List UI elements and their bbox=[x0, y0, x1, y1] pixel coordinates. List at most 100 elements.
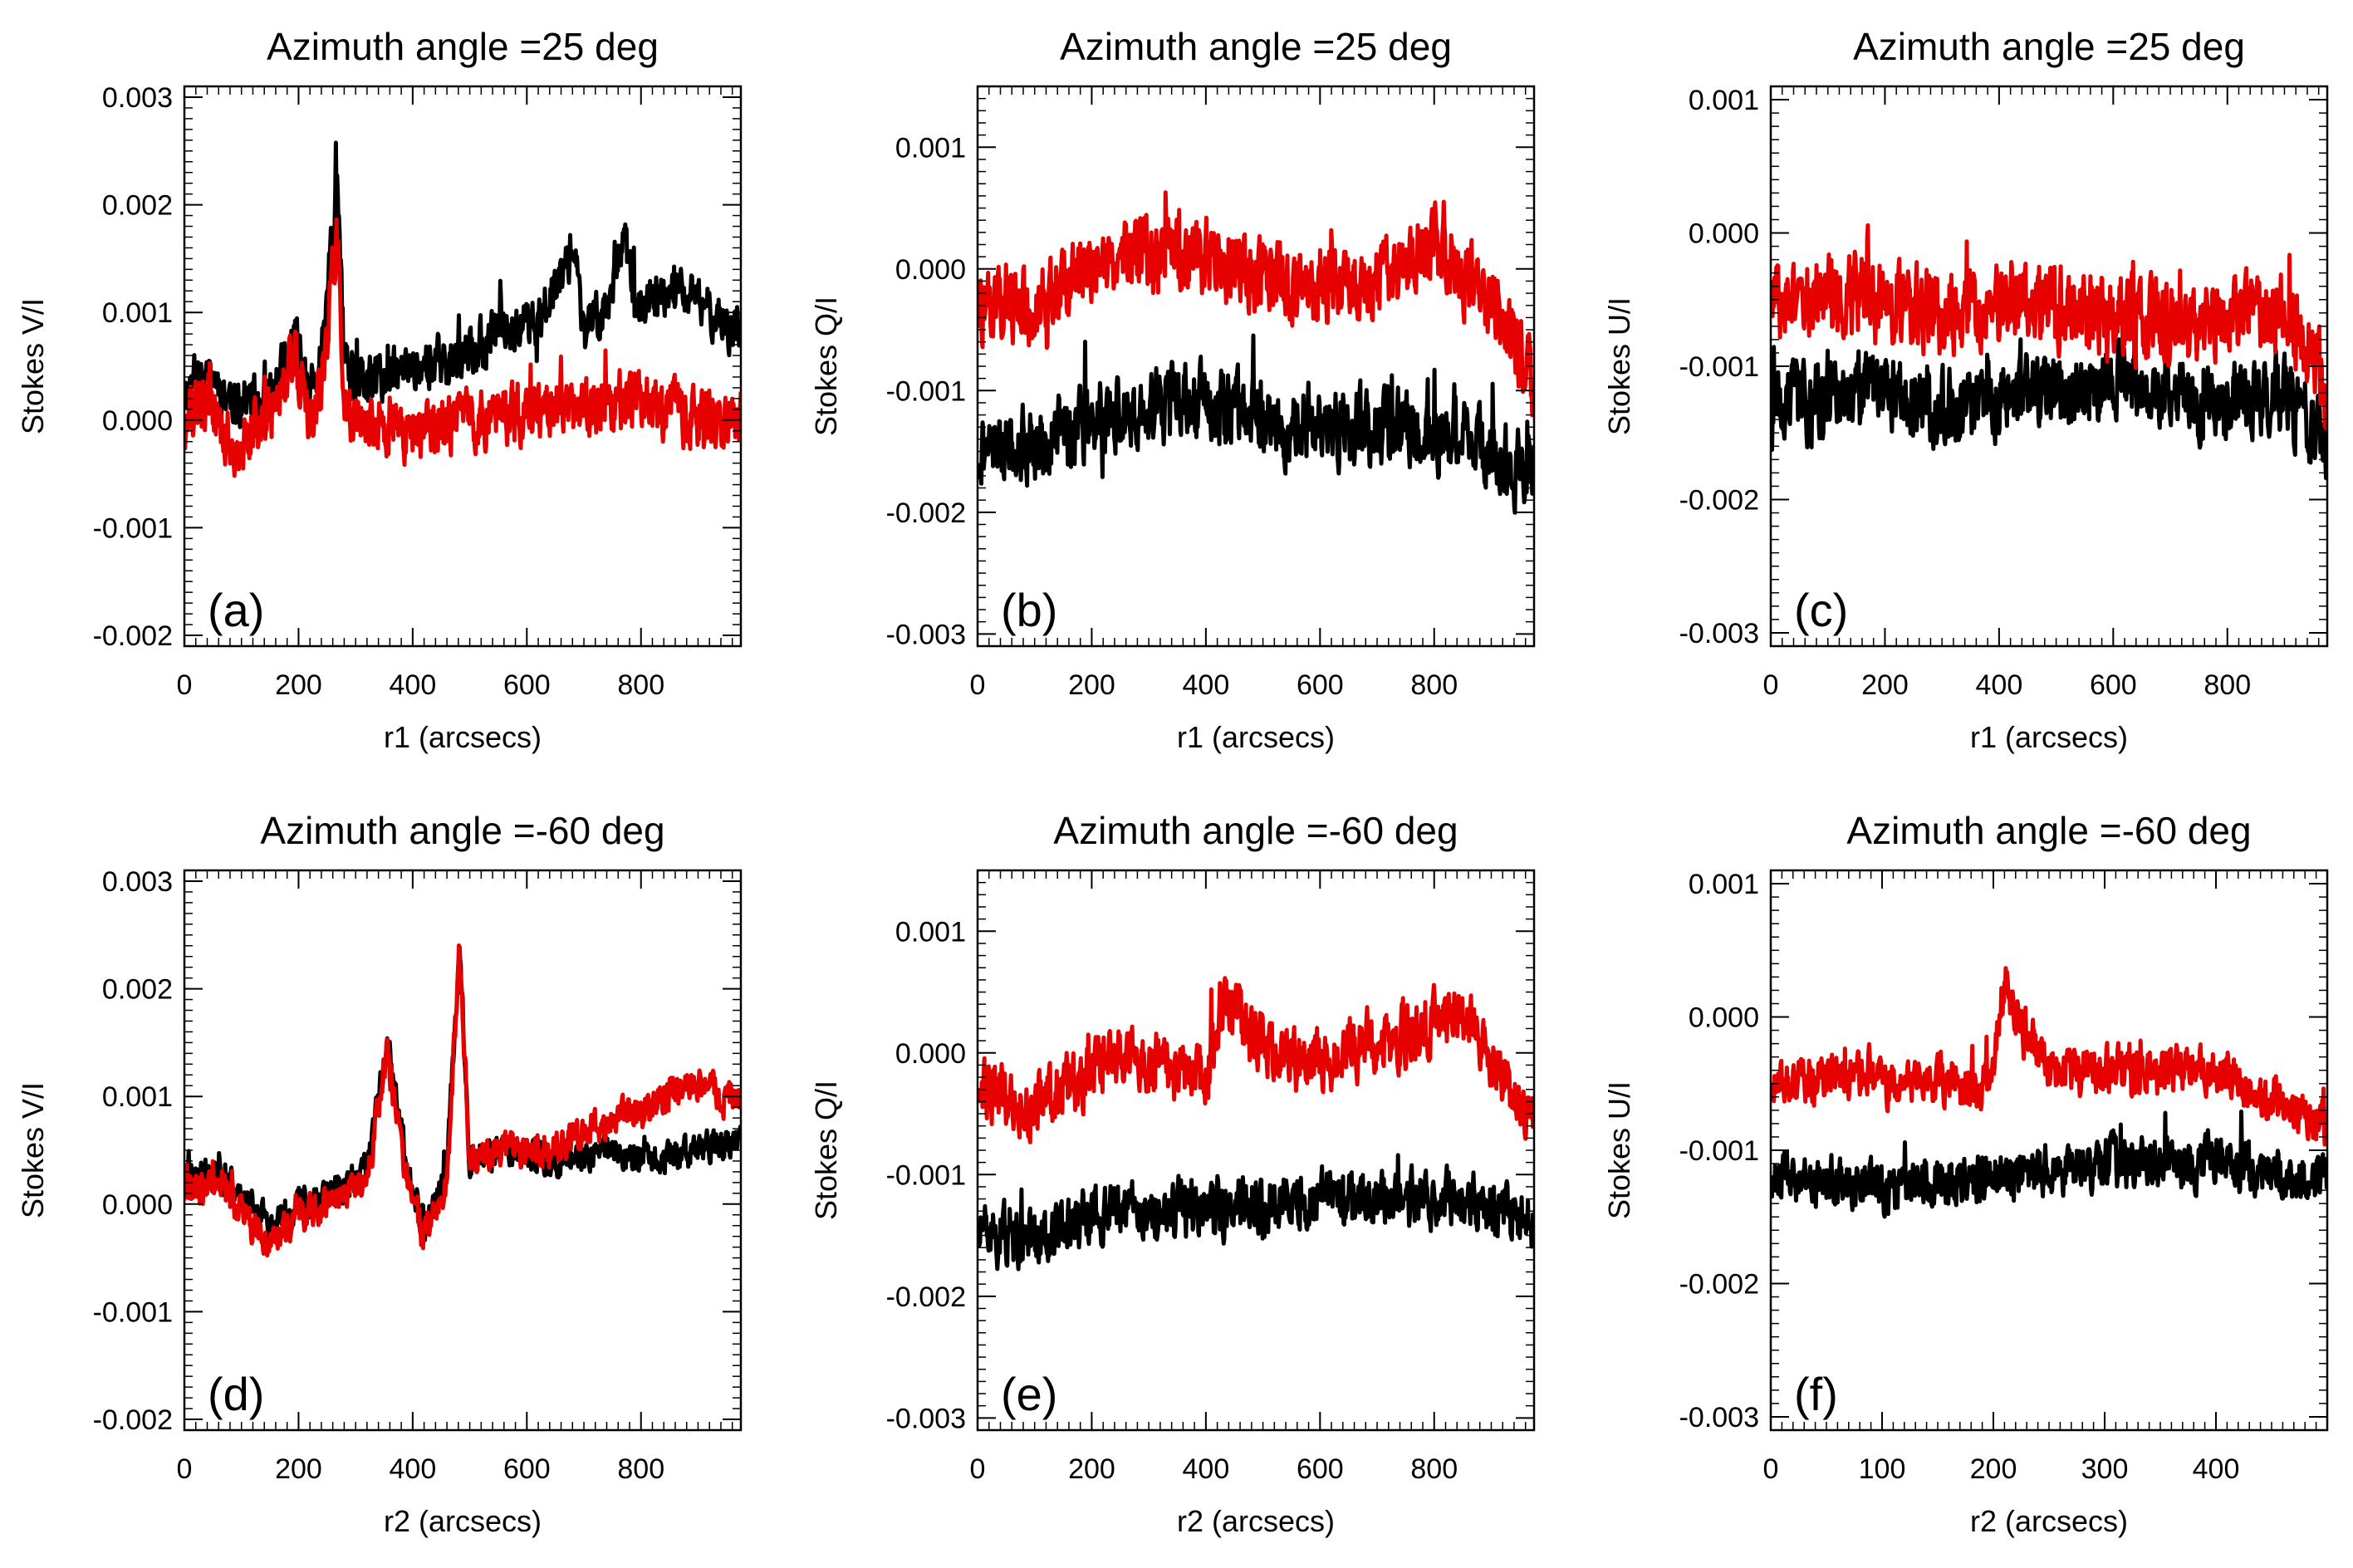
y-tick-label: -0.001 bbox=[93, 512, 173, 544]
plot-frame bbox=[976, 869, 1536, 1432]
x-tick-label: 800 bbox=[1410, 1453, 1458, 1485]
plot-frame bbox=[183, 869, 743, 1432]
series-line-black bbox=[1771, 1110, 2327, 1219]
x-tick-label: 400 bbox=[1183, 1453, 1230, 1485]
series-line-black bbox=[1771, 337, 2327, 481]
x-tick-label: 0 bbox=[970, 669, 986, 701]
y-tick-label: 0.000 bbox=[895, 1038, 966, 1070]
x-tick-label: 800 bbox=[617, 669, 664, 701]
chart-panel-e: Azimuth angle =-60 deg 0 200 400 600 800 -0.00… bbox=[793, 784, 1574, 1568]
series-line-red bbox=[978, 976, 1534, 1144]
x-tick-label: 200 bbox=[275, 1453, 322, 1485]
y-tick-label: 0.000 bbox=[1689, 218, 1759, 250]
x-axis-label: r2 (arcsecs) bbox=[384, 1504, 542, 1538]
series-line-black bbox=[978, 1153, 1534, 1272]
x-tick-label: 300 bbox=[2081, 1453, 2129, 1485]
y-axis-label: Stokes Q/I bbox=[809, 296, 843, 436]
y-tick-label: 0.003 bbox=[102, 866, 173, 898]
x-tick-label: 800 bbox=[617, 1453, 664, 1485]
series-line-red bbox=[184, 943, 741, 1258]
series-line-red bbox=[184, 217, 741, 478]
y-tick-label: -0.002 bbox=[886, 497, 966, 529]
panel-letter: (c) bbox=[1794, 584, 1848, 636]
x-axis-label: r1 (arcsecs) bbox=[1970, 720, 2128, 754]
y-tick-label: 0.000 bbox=[102, 405, 173, 437]
x-axis-label: r1 (arcsecs) bbox=[1177, 720, 1335, 754]
x-tick-label: 600 bbox=[1297, 669, 1344, 701]
x-tick-label: 200 bbox=[1068, 669, 1115, 701]
y-tick-label: -0.001 bbox=[93, 1296, 173, 1328]
chart-panel-b: Azimuth angle =25 deg 0 200 400 600 800 -0.003… bbox=[793, 0, 1574, 784]
series-group bbox=[1771, 966, 2327, 1219]
panel-letter: (a) bbox=[208, 584, 264, 636]
y-tick-label: -0.002 bbox=[1679, 1268, 1759, 1300]
y-tick-label: -0.002 bbox=[1679, 484, 1759, 516]
x-tick-label: 600 bbox=[503, 1453, 551, 1485]
chart-svg-e: Azimuth angle =-60 deg 0 200 400 600 800 -0.00… bbox=[809, 809, 1536, 1538]
x-tick-label: 0 bbox=[177, 1453, 193, 1485]
x-tick-label: 200 bbox=[1970, 1453, 2017, 1485]
y-axis-label: Stokes U/I bbox=[1602, 1081, 1636, 1219]
series-group bbox=[184, 943, 741, 1258]
x-tick-label: 800 bbox=[1410, 669, 1458, 701]
chart-title: Azimuth angle =25 deg bbox=[267, 25, 659, 68]
x-tick-label: 100 bbox=[1859, 1453, 1906, 1485]
x-axis-label: r1 (arcsecs) bbox=[384, 720, 542, 754]
x-tick-label: 0 bbox=[1763, 1453, 1779, 1485]
y-tick-label: -0.001 bbox=[886, 375, 966, 407]
x-tick-label: 0 bbox=[177, 669, 193, 701]
series-group bbox=[184, 140, 741, 478]
y-tick-label: -0.001 bbox=[1679, 1135, 1759, 1167]
series-group bbox=[978, 976, 1534, 1272]
x-tick-label: 200 bbox=[1068, 1453, 1115, 1485]
series-line-black bbox=[184, 140, 741, 429]
y-tick-label: 0.000 bbox=[1689, 1002, 1759, 1034]
y-axis-label: Stokes U/I bbox=[1602, 297, 1636, 435]
y-tick-label: 0.001 bbox=[1689, 85, 1759, 116]
chart-svg-a: Azimuth angle =25 deg 0 200 400 600 800 -0.002… bbox=[16, 25, 743, 754]
y-tick-label: 0.000 bbox=[102, 1189, 173, 1221]
chart-panel-f: Azimuth angle =-60 deg 0 100 200 300 400 -0.00… bbox=[1586, 784, 2353, 1568]
y-tick-label: -0.001 bbox=[1679, 351, 1759, 383]
chart-title: Azimuth angle =-60 deg bbox=[1053, 809, 1458, 852]
x-tick-label: 400 bbox=[1976, 669, 2023, 701]
panel-letter: (d) bbox=[208, 1368, 264, 1420]
chart-title: Azimuth angle =-60 deg bbox=[1846, 809, 2251, 852]
y-tick-label: 0.001 bbox=[102, 297, 173, 329]
y-tick-label: 0.000 bbox=[895, 254, 966, 286]
panel-letter: (f) bbox=[1794, 1368, 1838, 1420]
x-tick-label: 600 bbox=[1297, 1453, 1344, 1485]
chart-panel-a: Azimuth angle =25 deg 0 200 400 600 800 -0.002… bbox=[0, 0, 781, 784]
y-tick-label: 0.001 bbox=[102, 1081, 173, 1113]
y-tick-label: 0.002 bbox=[102, 974, 173, 1006]
x-axis-label: r2 (arcsecs) bbox=[1177, 1504, 1335, 1538]
panel-letter: (b) bbox=[1001, 584, 1057, 636]
series-line-red bbox=[1771, 966, 2327, 1147]
y-tick-label: -0.002 bbox=[93, 620, 173, 652]
y-tick-label: -0.003 bbox=[1679, 1402, 1759, 1433]
x-tick-label: 200 bbox=[1861, 669, 1909, 701]
series-line-red bbox=[978, 190, 1534, 418]
x-tick-label: 400 bbox=[390, 669, 437, 701]
series-line-black bbox=[978, 333, 1534, 515]
y-tick-label: 0.001 bbox=[895, 916, 966, 948]
panel-letter: (e) bbox=[1001, 1368, 1057, 1420]
chart-title: Azimuth angle =-60 deg bbox=[260, 809, 664, 852]
x-tick-label: 400 bbox=[390, 1453, 437, 1485]
y-tick-label: -0.003 bbox=[886, 619, 966, 650]
chart-title: Azimuth angle =25 deg bbox=[1853, 25, 2245, 68]
y-tick-label: -0.003 bbox=[886, 1403, 966, 1434]
x-axis-label: r2 (arcsecs) bbox=[1970, 1504, 2128, 1538]
x-tick-label: 600 bbox=[2090, 669, 2137, 701]
y-tick-label: -0.001 bbox=[886, 1159, 966, 1191]
y-tick-label: -0.002 bbox=[886, 1281, 966, 1313]
plot-frame bbox=[976, 85, 1536, 648]
y-tick-label: -0.002 bbox=[93, 1404, 173, 1436]
chart-svg-d: Azimuth angle =-60 deg 0 200 400 600 800 -0.00… bbox=[16, 809, 743, 1538]
chart-svg-f: Azimuth angle =-60 deg 0 100 200 300 400 -0.00… bbox=[1602, 809, 2329, 1538]
series-group bbox=[978, 190, 1534, 515]
chart-panel-c: Azimuth angle =25 deg 0 200 400 600 800 -0.003… bbox=[1586, 0, 2353, 784]
x-tick-label: 200 bbox=[275, 669, 322, 701]
y-axis-label: Stokes Q/I bbox=[809, 1080, 843, 1220]
